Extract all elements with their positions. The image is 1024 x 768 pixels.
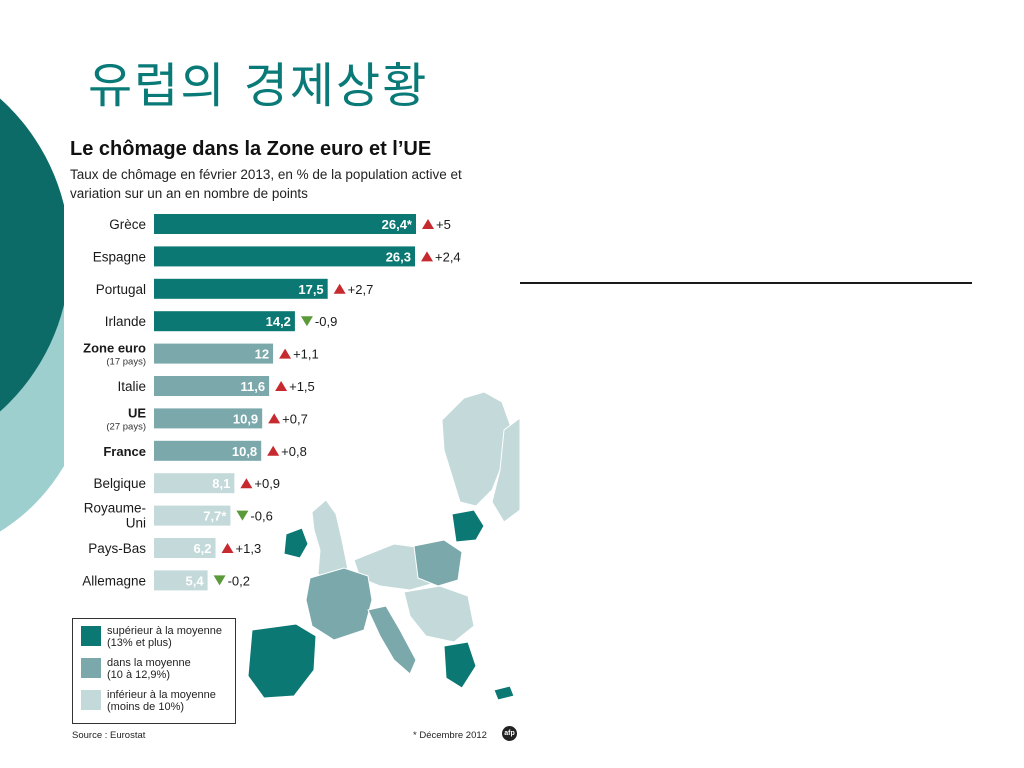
- title-underline: [520, 282, 972, 284]
- dark-circle: [0, 98, 70, 412]
- change-up-arrow: [267, 445, 280, 456]
- legend-swatch-high: [81, 626, 101, 646]
- bar-value-label: 8,1: [212, 476, 230, 491]
- bar: [154, 538, 216, 558]
- legend-label-high: supérieur à la moyenne: [107, 625, 222, 637]
- category-label: Espagne: [93, 249, 146, 264]
- afp-logo: afp: [502, 726, 517, 741]
- change-label: -0,9: [315, 314, 337, 329]
- change-up-arrow: [240, 478, 253, 489]
- chart-title: Le chômage dans la Zone euro et l’UE: [70, 138, 432, 160]
- bar: [154, 473, 235, 494]
- bar-value-label: 10,8: [232, 444, 257, 459]
- change-up-arrow: [268, 413, 281, 424]
- map-baltics: [451, 509, 485, 543]
- map-cyprus: [493, 685, 515, 701]
- chart-footnote: * Décembre 2012: [413, 730, 487, 741]
- bar-value-label: 11,6: [241, 379, 266, 394]
- map-scandinavia: [441, 391, 513, 507]
- category-label: Royaume-: [84, 501, 146, 516]
- legend-detail-low: (moins de 10%): [107, 701, 185, 713]
- bar-value-label: 14,2: [266, 314, 291, 329]
- category-label: Italie: [117, 379, 146, 394]
- map-balkans: [403, 585, 475, 643]
- chart-legend: supérieur à la moyenne (13% et plus) dan…: [72, 618, 236, 724]
- unemployment-chart: Le chômage dans la Zone euro et l’UE Tau…: [64, 130, 520, 748]
- change-up-arrow: [279, 348, 292, 359]
- bar-value-label: 17,5: [298, 282, 323, 297]
- change-down-arrow: [213, 575, 226, 586]
- bar-value-label: 5,4: [186, 573, 205, 588]
- legend-detail-mid: (10 à 12,9%): [107, 669, 170, 681]
- bar-value-label: 26,4*: [382, 217, 413, 232]
- change-up-arrow: [421, 251, 434, 262]
- bar: [154, 311, 295, 332]
- category-label: Allemagne: [82, 573, 146, 588]
- bar: [154, 214, 416, 234]
- bar-value-label: 7,7*: [203, 509, 227, 524]
- legend-swatch-mid: [81, 658, 101, 678]
- bar-value-label: 6,2: [193, 541, 211, 556]
- slide-title: 유럽의 경제상황: [88, 58, 429, 114]
- category-label: Irlande: [105, 314, 146, 329]
- change-up-arrow: [333, 283, 346, 294]
- category-sublabel: (17 pays): [106, 357, 146, 368]
- map-france: [305, 567, 373, 641]
- category-label: Pays-Bas: [88, 541, 146, 556]
- change-label: +2,7: [348, 282, 374, 297]
- legend-swatch-low: [81, 690, 101, 710]
- category-label: France: [103, 444, 146, 459]
- change-label: -0,6: [250, 509, 272, 524]
- chart-source: Source : Eurostat: [72, 730, 146, 741]
- change-label: +0,9: [254, 476, 280, 491]
- change-label: +5: [436, 217, 451, 232]
- change-label: +0,7: [282, 411, 308, 426]
- category-label: Uni: [126, 516, 146, 531]
- bar-value-label: 26,3: [386, 249, 411, 264]
- bar: [154, 505, 231, 526]
- change-down-arrow: [300, 316, 313, 327]
- category-label: Portugal: [96, 282, 146, 297]
- bar: [154, 343, 274, 364]
- change-label: +2,4: [435, 249, 461, 264]
- bar: [154, 278, 328, 299]
- bar: [154, 376, 270, 396]
- legend-detail-high: (13% et plus): [107, 637, 172, 649]
- map-finland: [491, 417, 520, 523]
- bar-value-label: 12: [255, 347, 269, 362]
- change-up-arrow: [221, 543, 234, 553]
- change-label: +1,3: [236, 541, 262, 556]
- legend-label-mid: dans la moyenne: [107, 657, 191, 669]
- category-label: UE: [128, 405, 146, 420]
- chart-svg: Grèce 26,4* +5 Espagne 26,3 +2,4 Portugal 17,5 +…: [82, 214, 520, 701]
- change-label: +1,1: [293, 347, 319, 362]
- change-down-arrow: [236, 510, 249, 521]
- change-label: +0,8: [281, 444, 307, 459]
- bar: [154, 408, 263, 429]
- change-label: +1,5: [289, 379, 315, 394]
- map-poland: [413, 539, 463, 587]
- chart-subtitle: Taux de chômage en février 2013, en % de…: [70, 167, 462, 201]
- bars-layer: Grèce 26,4* +5 Espagne 26,3 +2,4 Portugal 17,5 +…: [82, 214, 461, 591]
- change-up-arrow: [275, 381, 288, 391]
- europe-map: [247, 391, 520, 701]
- legend-label-low: inférieur à la moyenne: [107, 689, 216, 701]
- map-italy: [367, 605, 417, 675]
- change-label: -0,2: [228, 573, 250, 588]
- bar: [154, 570, 208, 591]
- category-label: Zone euro: [83, 341, 146, 356]
- map-iberia: [247, 623, 317, 699]
- bar-value-label: 10,9: [233, 411, 258, 426]
- change-up-arrow: [422, 219, 434, 229]
- bar: [154, 440, 262, 461]
- category-label: Grèce: [109, 217, 146, 232]
- category-label: Belgique: [93, 476, 146, 491]
- map-ireland: [283, 527, 309, 559]
- bar: [154, 246, 416, 267]
- category-sublabel: (27 pays): [106, 421, 146, 432]
- map-greece: [443, 641, 477, 689]
